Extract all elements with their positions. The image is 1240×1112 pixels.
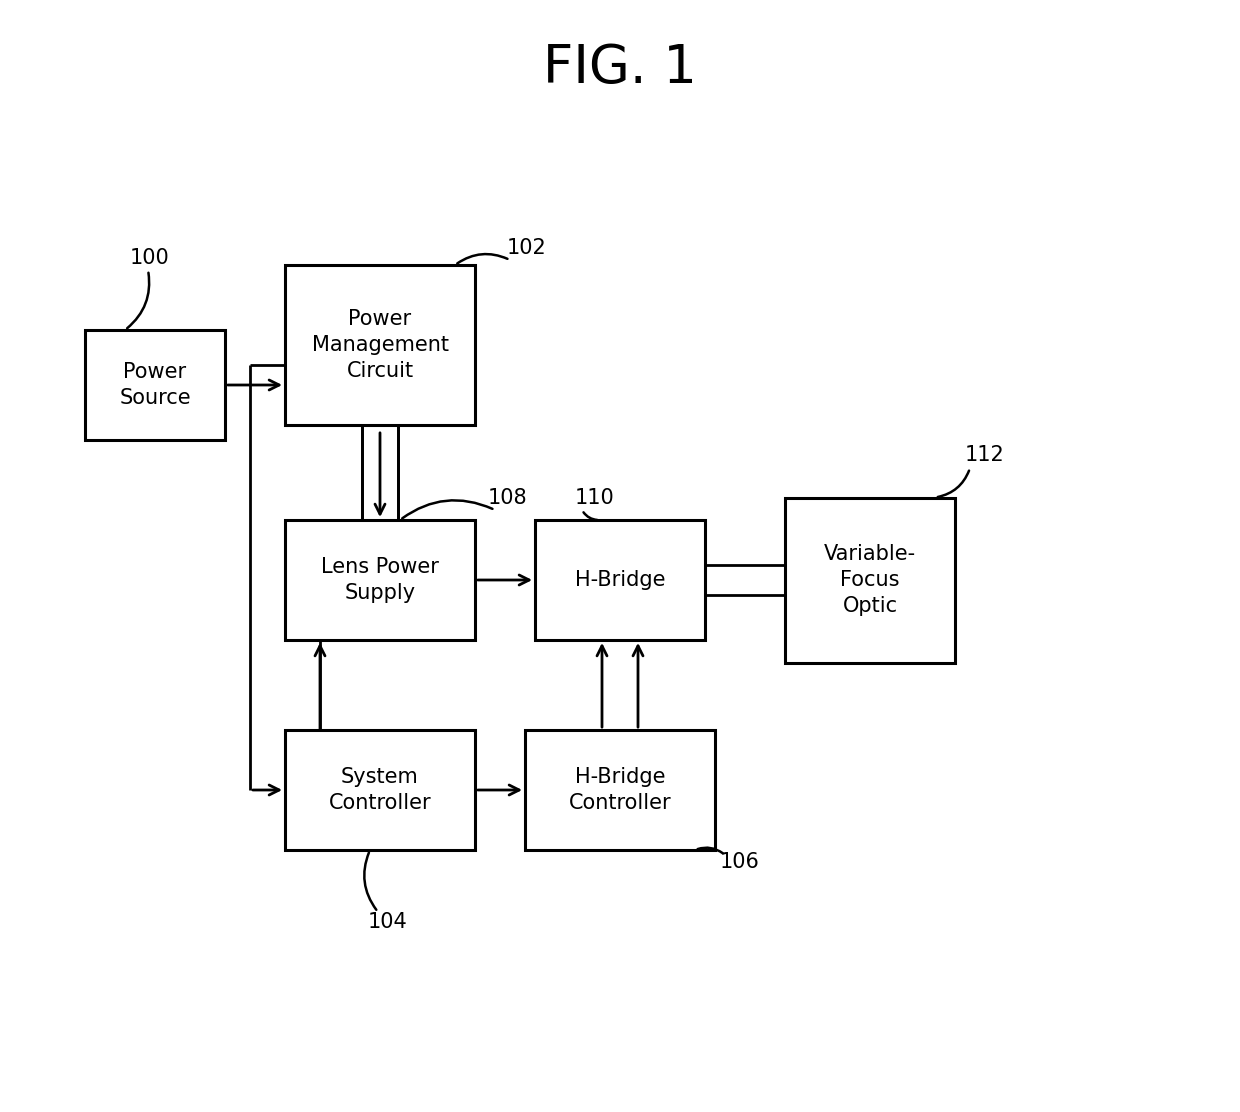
Text: H-Bridge
Controller: H-Bridge Controller (569, 767, 671, 813)
Bar (785, 497, 955, 663)
Bar (534, 520, 706, 641)
Text: Power
Source: Power Source (119, 361, 191, 408)
Bar (285, 520, 475, 641)
Text: FIG. 1: FIG. 1 (543, 42, 697, 95)
Text: System
Controller: System Controller (329, 767, 432, 813)
Text: 106: 106 (720, 852, 760, 872)
Text: Variable-
Focus
Optic: Variable- Focus Optic (823, 544, 916, 616)
Text: H-Bridge: H-Bridge (575, 570, 665, 590)
Text: Lens Power
Supply: Lens Power Supply (321, 557, 439, 603)
Text: 102: 102 (507, 238, 547, 258)
Bar (285, 265, 475, 425)
Text: Power
Management
Circuit: Power Management Circuit (311, 309, 449, 381)
Text: 110: 110 (575, 488, 615, 508)
Bar (86, 330, 224, 440)
Text: 100: 100 (130, 248, 170, 268)
Bar (285, 729, 475, 850)
Text: 112: 112 (965, 445, 1004, 465)
Text: 104: 104 (368, 912, 408, 932)
Bar (525, 729, 715, 850)
Text: 108: 108 (489, 488, 528, 508)
